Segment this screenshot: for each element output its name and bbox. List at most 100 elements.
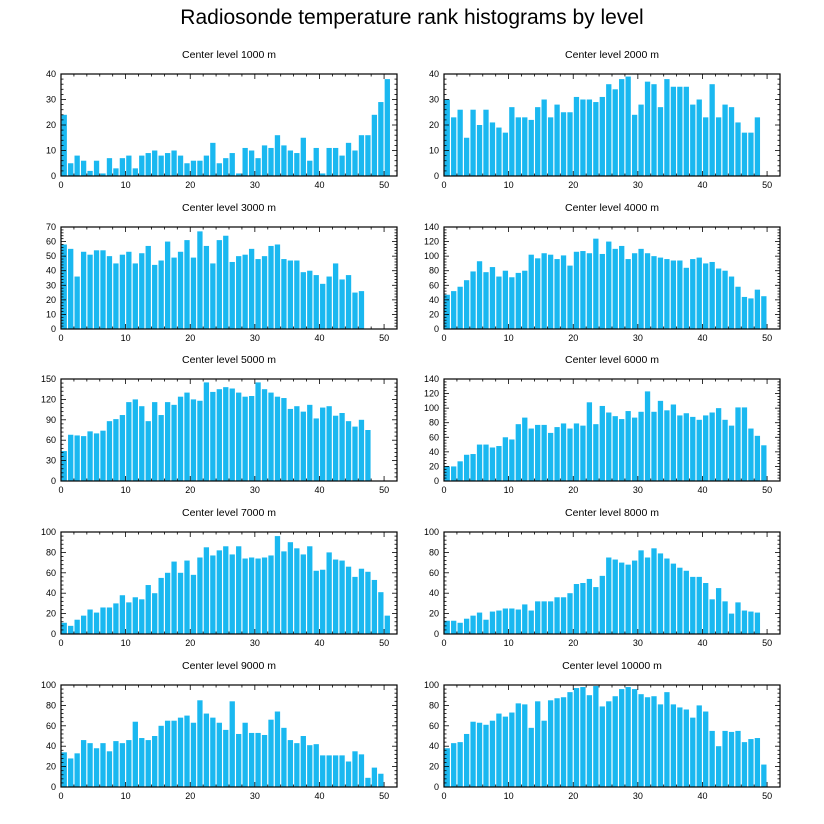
bar xyxy=(664,692,670,787)
bar xyxy=(261,734,268,787)
x-tick-label: 50 xyxy=(762,638,772,648)
bar xyxy=(210,142,216,176)
x-tick-label: 10 xyxy=(504,333,514,343)
bar xyxy=(612,696,618,787)
bar xyxy=(476,125,483,176)
histogram-panel-5: Center level 5000 m 0 10 20 30 40 50 0 30 60 90 120… xyxy=(41,354,398,495)
y-tick-label: 80 xyxy=(429,700,439,710)
y-tick-label: 30 xyxy=(429,95,439,105)
y-tick-label: 0 xyxy=(434,171,439,181)
bar xyxy=(203,382,210,481)
bar xyxy=(93,433,100,481)
bar xyxy=(119,415,126,481)
bar xyxy=(320,755,326,787)
bar xyxy=(171,257,177,329)
bar xyxy=(261,389,268,481)
bar xyxy=(489,611,496,634)
bar xyxy=(345,142,352,176)
bar xyxy=(171,404,177,481)
bar xyxy=(496,713,502,787)
bar xyxy=(722,270,728,329)
bar xyxy=(683,267,689,329)
bar xyxy=(554,259,560,329)
y-tick-label: 120 xyxy=(424,237,439,247)
bar xyxy=(126,251,132,329)
bar xyxy=(593,686,599,787)
x-tick-label: 40 xyxy=(697,333,707,343)
bar xyxy=(470,615,476,634)
bar xyxy=(106,751,113,787)
bar xyxy=(152,402,158,481)
bar xyxy=(606,557,612,634)
bar xyxy=(535,701,541,787)
x-tick-label: 0 xyxy=(58,791,63,801)
panel-title: Center level 7000 m xyxy=(182,507,276,519)
y-tick-label: 90 xyxy=(46,415,56,425)
bar xyxy=(547,254,554,329)
x-tick-label: 50 xyxy=(762,180,772,190)
bar xyxy=(119,158,126,176)
bar xyxy=(728,731,735,787)
x-tick-label: 50 xyxy=(762,485,772,495)
bar xyxy=(287,542,294,634)
bar xyxy=(470,721,476,787)
bar xyxy=(703,415,709,481)
bar xyxy=(606,84,612,176)
bar xyxy=(728,425,735,481)
bar xyxy=(677,567,683,634)
bar xyxy=(113,168,119,176)
bar xyxy=(358,419,365,481)
bar xyxy=(722,419,728,481)
bar xyxy=(274,135,281,176)
bar xyxy=(444,294,450,329)
bar xyxy=(690,259,696,329)
x-tick-label: 0 xyxy=(58,485,63,495)
bar xyxy=(703,711,709,787)
bar xyxy=(709,730,715,787)
bar xyxy=(197,160,203,176)
bar xyxy=(619,419,625,481)
bar xyxy=(496,610,502,634)
bar xyxy=(483,724,489,787)
x-tick-label: 30 xyxy=(633,791,643,801)
bar xyxy=(573,584,580,634)
y-tick-label: 100 xyxy=(424,251,439,261)
y-tick-label: 20 xyxy=(429,762,439,772)
bar xyxy=(528,428,534,481)
bar xyxy=(345,275,352,329)
bar xyxy=(87,431,93,481)
bar xyxy=(586,578,593,634)
bar xyxy=(229,261,235,329)
bar xyxy=(93,250,100,329)
bar xyxy=(197,231,203,329)
bar xyxy=(287,408,294,481)
bar xyxy=(522,417,528,481)
y-tick-label: 60 xyxy=(429,432,439,442)
bar xyxy=(586,402,593,481)
bar xyxy=(139,599,145,634)
bar xyxy=(100,173,106,176)
bar xyxy=(696,257,702,329)
bar xyxy=(457,742,463,787)
bar xyxy=(476,261,483,329)
bar xyxy=(631,689,638,787)
bar xyxy=(145,585,151,634)
bar xyxy=(696,419,702,481)
bar xyxy=(371,579,378,634)
bar xyxy=(126,155,132,176)
bar xyxy=(139,406,145,481)
bar xyxy=(345,566,352,634)
x-tick-label: 20 xyxy=(568,485,578,495)
panel-title: Center level 6000 m xyxy=(565,354,659,366)
bar xyxy=(496,276,502,329)
bar xyxy=(657,107,664,176)
bar xyxy=(509,439,515,481)
bar xyxy=(631,417,638,481)
bar xyxy=(68,248,74,329)
y-tick-label: 0 xyxy=(51,476,56,486)
bar xyxy=(345,761,352,787)
bar xyxy=(483,272,489,329)
bar xyxy=(268,555,274,634)
bar xyxy=(371,767,378,787)
